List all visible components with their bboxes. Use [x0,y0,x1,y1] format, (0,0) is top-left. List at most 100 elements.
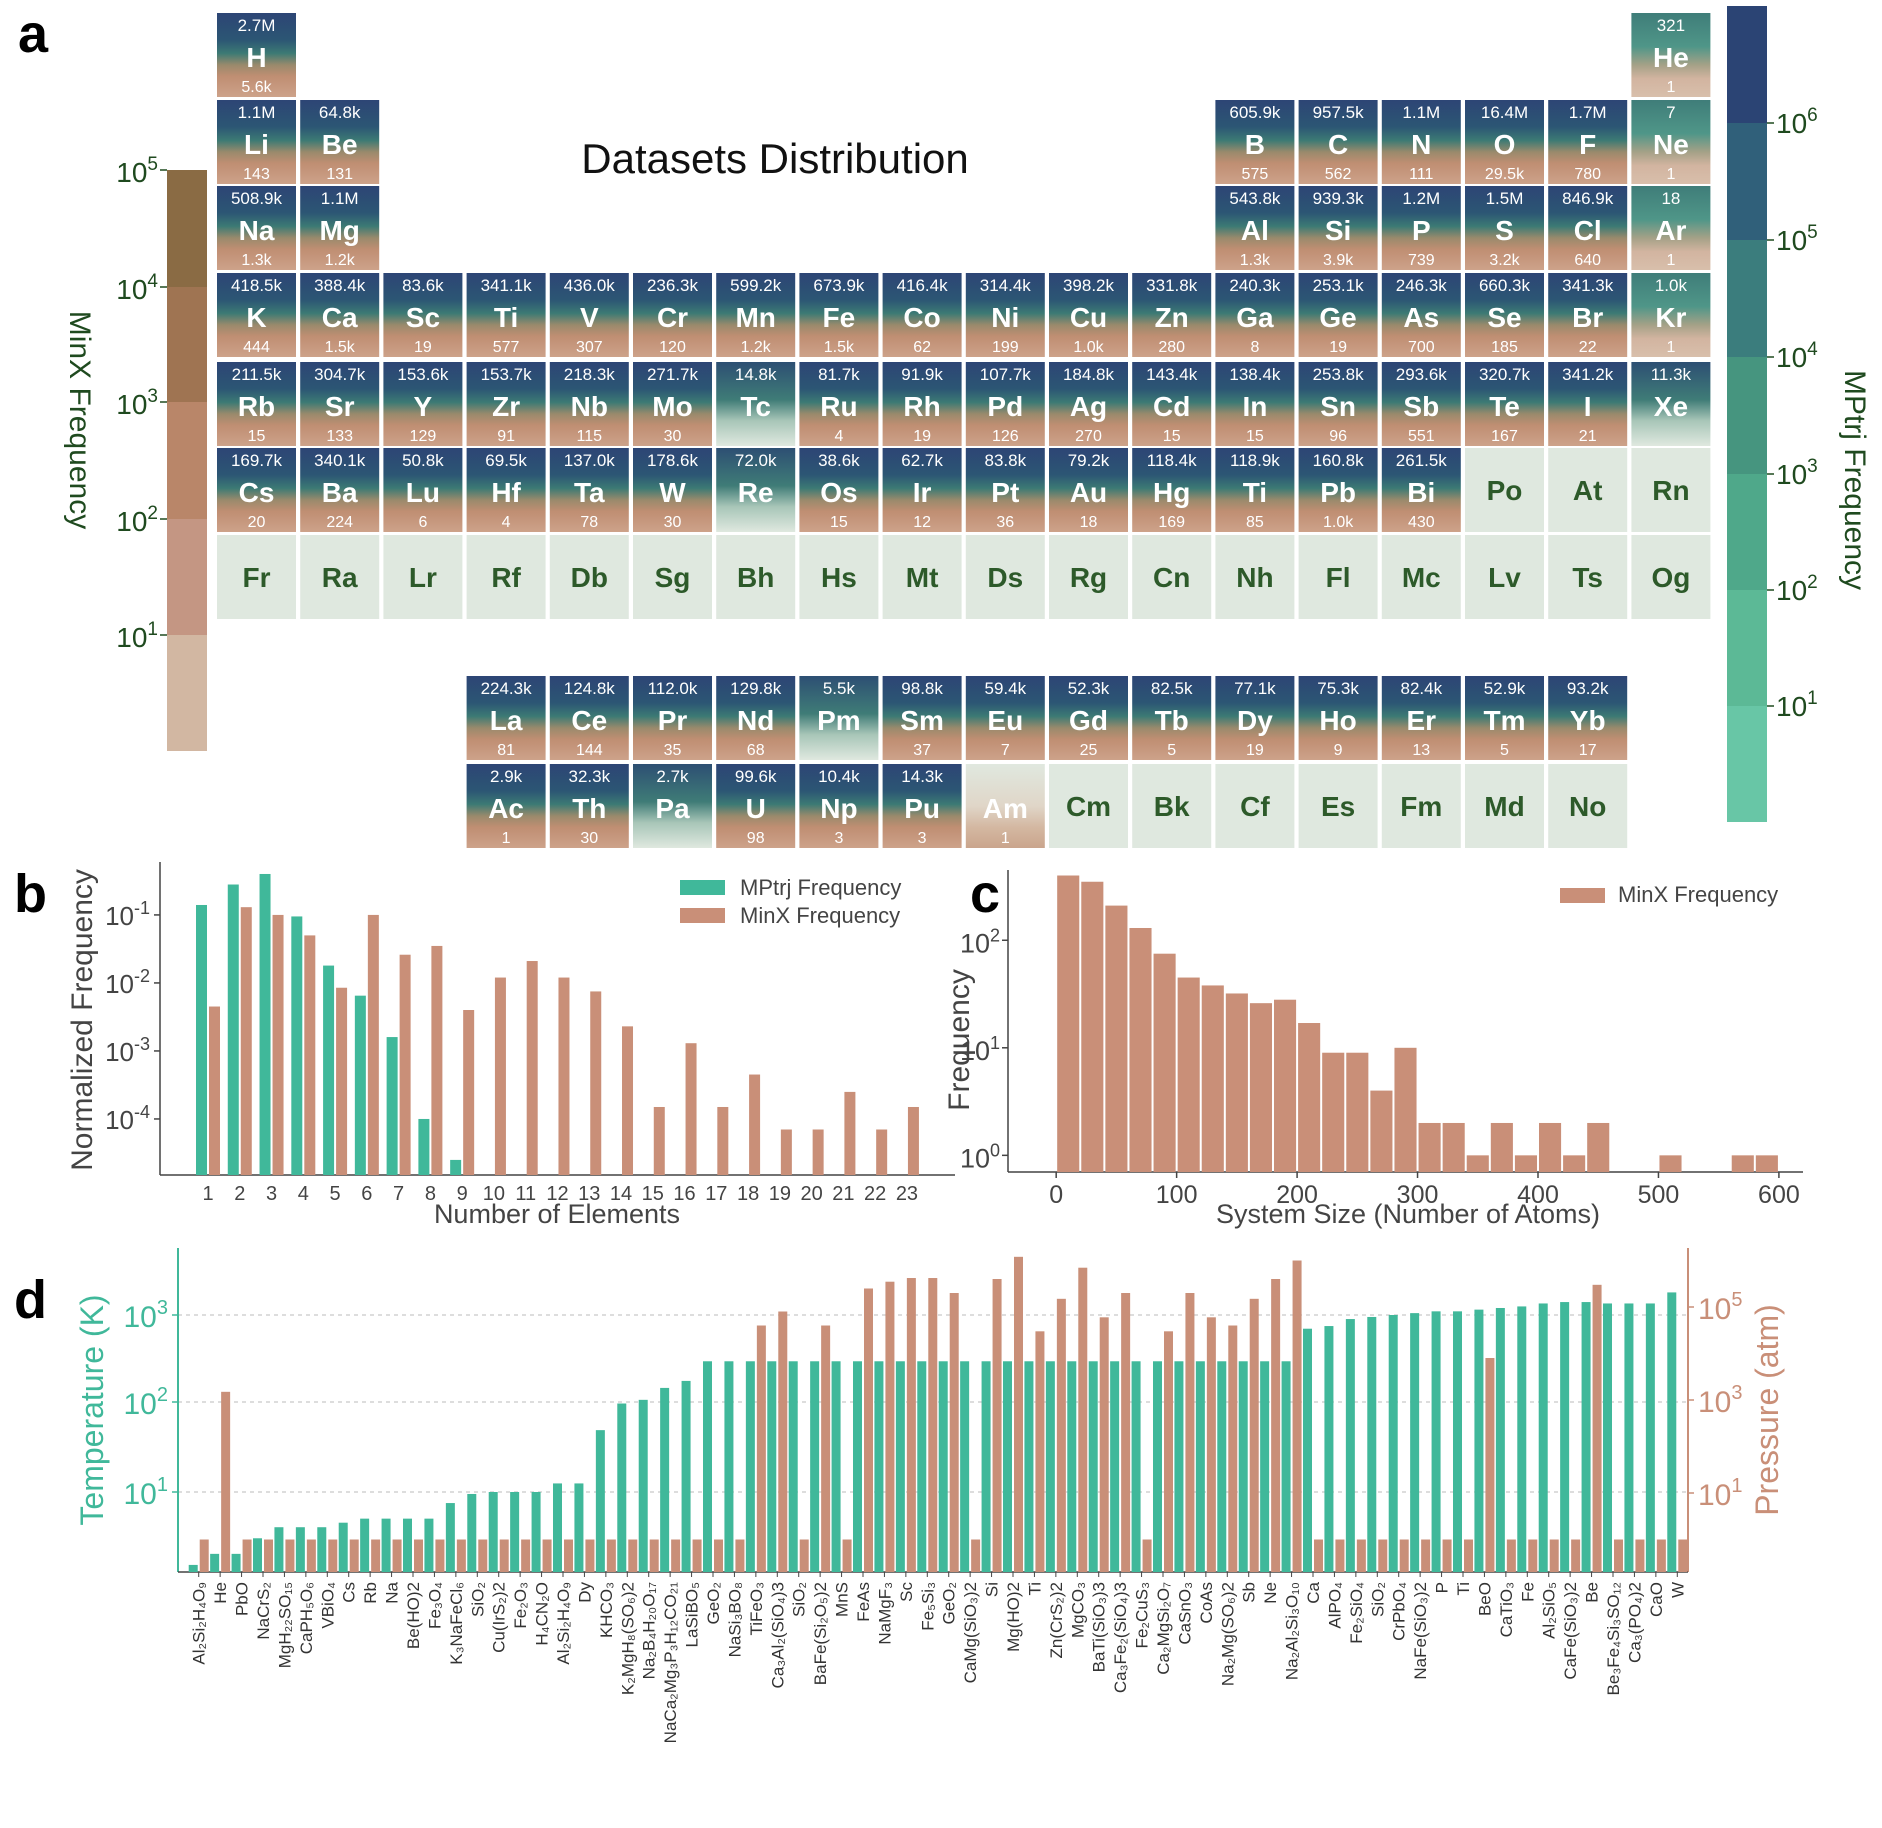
panel-d-bar-pressure [1549,1539,1559,1572]
minx-count: 29.5k [1485,166,1525,183]
element-cell-sb: Sb 293.6k 551 [1381,362,1461,446]
panel-d-x-tick-label: Fe₃O₄ [425,1582,444,1629]
minx-count: 5.6k [241,79,272,96]
element-cell-bg [1215,362,1295,446]
element-symbol: Mt [906,562,939,593]
minx-count: 129 [410,428,437,445]
panel-d-bar-temperature [853,1361,862,1572]
element-cell-bg [1215,448,1295,532]
element-symbol: Lr [409,562,437,593]
panel-d-bar-temperature [874,1361,884,1572]
panel-d-bar-pressure [1442,1539,1452,1572]
panel-d-x-tick-label: Al₂SiO₅ [1540,1582,1559,1639]
mptrj-count: 5.5k [823,679,856,698]
panel-d-bar-temperature [788,1361,798,1572]
panel-c-bar-240 [1346,1052,1369,1172]
element-cell-ne: Ne 7 1 [1631,100,1711,184]
mptrj-count: 543.8k [1229,189,1281,208]
panel-d-x-tick-label: Cu(IrS₂)2 [490,1582,509,1653]
panel-d-x-tick-label: NaSi₃BO₈ [725,1582,744,1657]
panel-d-bar-temperature [1367,1316,1377,1572]
panel-d-bar-pressure [649,1539,659,1572]
minx-count: 37 [913,742,931,759]
element-cell-s: S 1.5M 3.2k [1465,186,1544,270]
mptrj-count: 81.7k [818,365,860,384]
minx-count: 5 [1500,742,1509,759]
element-symbol: Cr [657,302,688,333]
element-cell-bg [1049,764,1128,848]
mptrj-count: 32.3k [569,767,611,786]
minx-count: 551 [1408,428,1435,445]
panel-d-bar-pressure [1399,1539,1409,1572]
element-cell-fm: Fm [1381,764,1461,848]
mptrj-count: 14.3k [901,767,943,786]
element-symbol: Mc [1402,562,1441,593]
panel-d-bar-pressure [199,1539,209,1572]
mptrj-count: 416.4k [897,276,949,295]
panel-d-bar-temperature [553,1483,562,1572]
element-symbol: Ca [322,302,358,333]
element-cell-bg [383,535,463,619]
mptrj-colorbar-tick-label: 102 [1776,572,1818,606]
element-symbol: Cd [1153,391,1190,422]
panel-d-bar-temperature [745,1361,755,1572]
panel-b-bar-minx-11 [526,961,538,1175]
element-symbol: Sr [325,391,355,422]
element-cell-pb: Pb 160.8k 1.0k [1298,448,1378,532]
panel-c-bar-40 [1105,905,1128,1172]
panel-d-bar-temperature [617,1403,627,1572]
panel-d-bar-pressure [1614,1539,1623,1572]
minx-count: 78 [580,514,598,531]
element-cell-bg [1298,273,1378,357]
element-symbol: S [1495,215,1514,246]
element-cell-bg [633,273,712,357]
mptrj-count: 153.7k [481,365,533,384]
element-cell-eu: Eu 59.4k 7 [965,676,1045,760]
panel-c-bar-200 [1298,1023,1321,1172]
minx-count: 1.2k [741,339,772,356]
panel-c-bar-440 [1587,1122,1610,1172]
element-cell-bg [965,676,1045,760]
element-symbol: Se [1487,302,1521,333]
element-symbol: Br [1572,302,1603,333]
mptrj-count: 75.3k [1317,679,1359,698]
panel-c-y-tick-label: 102 [960,925,1000,958]
element-cell-bg [799,273,879,357]
minx-colorbar-tick-label: 104 [116,271,158,305]
element-symbol: Y [414,391,433,422]
element-cell-nd: Nd 129.8k 68 [716,676,796,760]
element-cell-mc: Mc [1381,535,1461,619]
element-cell-v: V 436.0k 307 [549,273,629,357]
panel-c-bar-340 [1466,1155,1489,1172]
element-cell-bg [1298,676,1378,760]
element-cell-es: Es [1298,764,1378,848]
element-cell-lv: Lv [1465,535,1544,619]
panel-c-bar-180 [1274,999,1297,1172]
minx-count: 91 [497,428,515,445]
mptrj-count: 398.2k [1063,276,1115,295]
panel-d-bar-pressure [606,1539,616,1572]
panel-label-b: b [14,864,47,924]
panel-d-bar-temperature [960,1361,970,1572]
element-cell-re: Re 72.0k [716,448,796,532]
minx-count: 120 [659,339,686,356]
element-cell-bg [1465,764,1544,848]
element-cell-bg [549,535,629,619]
minx-count: 3 [918,830,927,847]
element-cell-co: Co 416.4k 62 [882,273,962,357]
panel-d-bar-temperature [1495,1307,1505,1572]
element-cell-zr: Zr 153.7k 91 [466,362,546,446]
element-cell-bg [549,362,629,446]
element-cell-bg [1215,764,1295,848]
element-cell-bg [1215,186,1295,270]
panel-d-bar-temperature [531,1492,541,1572]
mptrj-count: 605.9k [1229,103,1281,122]
element-cell-bg [882,362,962,446]
minx-count: 270 [1075,428,1102,445]
element-symbol: Be [322,129,358,160]
panel-d-x-tick-label: Fe [1518,1582,1537,1602]
element-symbol: Sb [1403,391,1439,422]
panel-b-x-tick-label: 5 [330,1183,341,1205]
panel-b-bar-minx-21 [844,1091,856,1175]
element-cell-bg [1049,676,1128,760]
